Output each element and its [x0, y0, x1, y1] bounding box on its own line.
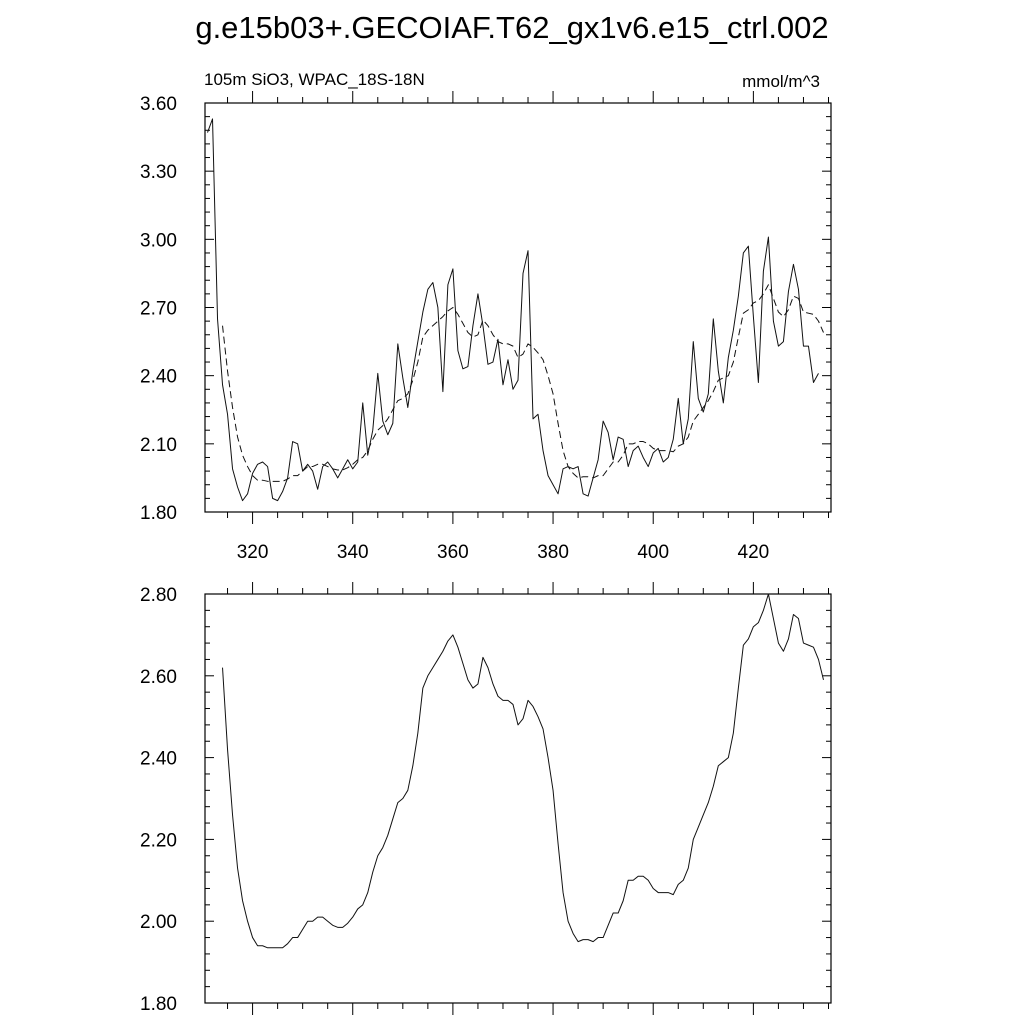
y-tick-label: 1.80: [140, 994, 177, 1015]
series-line-dashed: [222, 284, 824, 482]
top-panel: 105m SiO3, WPAC_18S-18N mmol/m^3 1.80 2.1…: [140, 70, 832, 563]
top-panel-left-label: 105m SiO3, WPAC_18S-18N: [204, 70, 425, 89]
y-tick-label: 3.30: [140, 162, 177, 183]
y-tick-label: 2.80: [140, 585, 177, 606]
series-line-solid: [207, 118, 819, 502]
top-panel-unit-label: mmol/m^3: [742, 72, 820, 91]
x-tick-label: 340: [337, 542, 369, 563]
y-tick-label: 2.20: [140, 830, 177, 851]
y-tick-label: 2.70: [140, 299, 177, 320]
plot-frame: [204, 593, 832, 1004]
x-tick-label: 360: [437, 542, 469, 563]
y-tick-label: 2.10: [140, 435, 177, 456]
x-tick-label: 400: [637, 542, 669, 563]
y-tick-label: 2.60: [140, 667, 177, 688]
x-tick-label: 380: [537, 542, 569, 563]
x-tick-label: 420: [738, 542, 770, 563]
bottom-panel: 1.80 2.00 2.20 2.40 2.60 2.80: [140, 582, 832, 1015]
series-line-solid: [222, 593, 824, 949]
y-tick-label: 2.40: [140, 367, 177, 388]
y-tick-label: 2.00: [140, 912, 177, 933]
y-tick-label: 3.60: [140, 94, 177, 115]
x-tick-label: 320: [237, 542, 269, 563]
y-tick-label: 1.80: [140, 503, 177, 524]
y-tick-label: 3.00: [140, 230, 177, 251]
y-tick-label: 2.40: [140, 749, 177, 770]
figure-title: g.e15b03+.GECOIAF.T62_gx1v6.e15_ctrl.002: [195, 10, 828, 45]
